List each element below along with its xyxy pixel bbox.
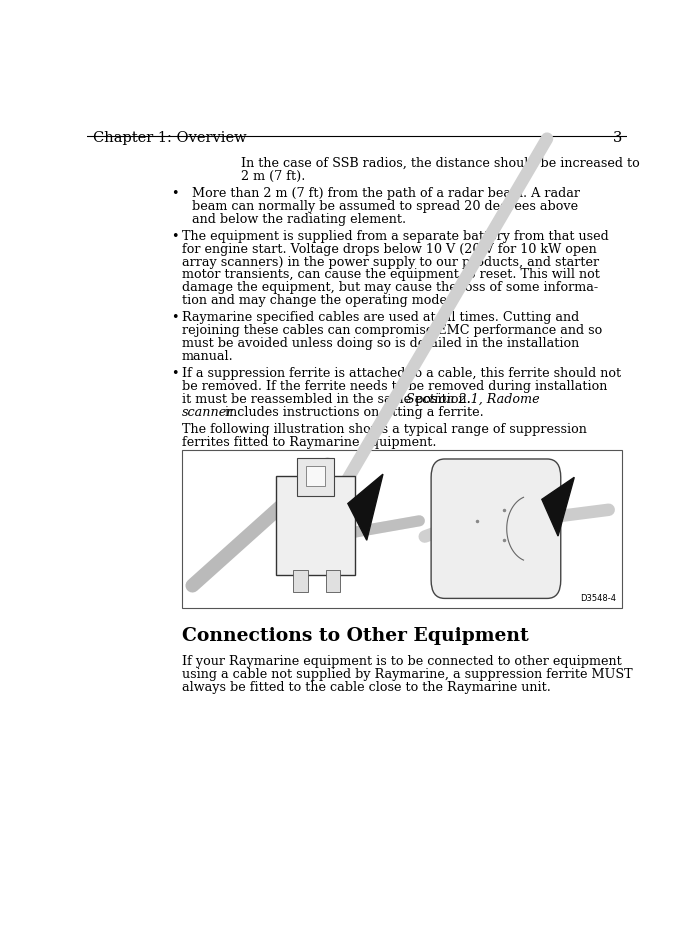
Polygon shape bbox=[348, 475, 383, 541]
Text: More than 2 m (7 ft) from the path of a radar beam. A radar: More than 2 m (7 ft) from the path of a … bbox=[192, 187, 581, 200]
Text: •: • bbox=[171, 187, 178, 200]
Text: If your Raymarine equipment is to be connected to other equipment: If your Raymarine equipment is to be con… bbox=[182, 654, 622, 667]
Text: ferrites fitted to Raymarine equipment.: ferrites fitted to Raymarine equipment. bbox=[182, 435, 436, 448]
Text: The following illustration shows a typical range of suppression: The following illustration shows a typic… bbox=[182, 423, 587, 435]
Polygon shape bbox=[542, 478, 574, 537]
Text: D3548-4: D3548-4 bbox=[581, 593, 617, 602]
FancyBboxPatch shape bbox=[325, 570, 340, 593]
Text: beam can normally be assumed to spread 20 degrees above: beam can normally be assumed to spread 2… bbox=[192, 200, 579, 212]
FancyBboxPatch shape bbox=[182, 450, 622, 608]
FancyBboxPatch shape bbox=[306, 466, 325, 486]
Text: 2 m (7 ft).: 2 m (7 ft). bbox=[241, 169, 305, 183]
Text: •: • bbox=[171, 311, 178, 324]
Text: and below the radiating element.: and below the radiating element. bbox=[192, 212, 406, 226]
Text: damage the equipment, but may cause the loss of some informa-: damage the equipment, but may cause the … bbox=[182, 281, 598, 294]
Text: using a cable not supplied by Raymarine, a suppression ferrite MUST: using a cable not supplied by Raymarine,… bbox=[182, 667, 632, 681]
Text: Raymarine specified cables are used at all times. Cutting and: Raymarine specified cables are used at a… bbox=[182, 311, 579, 324]
Text: includes instructions on fitting a ferrite.: includes instructions on fitting a ferri… bbox=[221, 406, 484, 418]
FancyBboxPatch shape bbox=[431, 460, 561, 599]
Text: The equipment is supplied from a separate battery from that used: The equipment is supplied from a separat… bbox=[182, 229, 608, 243]
Text: Section 2.1, Radome: Section 2.1, Radome bbox=[406, 392, 539, 406]
Text: If a suppression ferrite is attached to a cable, this ferrite should not: If a suppression ferrite is attached to … bbox=[182, 367, 621, 380]
Text: always be fitted to the cable close to the Raymarine unit.: always be fitted to the cable close to t… bbox=[182, 680, 551, 693]
FancyBboxPatch shape bbox=[293, 570, 308, 593]
Text: scanner: scanner bbox=[182, 406, 233, 418]
Text: •: • bbox=[171, 229, 178, 243]
Text: Chapter 1: Overview: Chapter 1: Overview bbox=[93, 130, 246, 145]
Text: In the case of SSB radios, the distance should be increased to: In the case of SSB radios, the distance … bbox=[241, 157, 640, 169]
Text: array scanners) in the power supply to our products, and starter: array scanners) in the power supply to o… bbox=[182, 255, 599, 268]
Text: Connections to Other Equipment: Connections to Other Equipment bbox=[182, 626, 528, 645]
Text: motor transients, can cause the equipment to reset. This will not: motor transients, can cause the equipmen… bbox=[182, 268, 599, 281]
Text: must be avoided unless doing so is detailed in the installation: must be avoided unless doing so is detai… bbox=[182, 337, 579, 349]
FancyBboxPatch shape bbox=[276, 476, 355, 576]
Text: be removed. If the ferrite needs to be removed during installation: be removed. If the ferrite needs to be r… bbox=[182, 380, 607, 392]
Text: tion and may change the operating mode.: tion and may change the operating mode. bbox=[182, 294, 451, 307]
Text: rejoining these cables can compromise EMC performance and so: rejoining these cables can compromise EM… bbox=[182, 324, 602, 337]
Text: •: • bbox=[171, 367, 178, 380]
Text: manual.: manual. bbox=[182, 349, 233, 363]
Text: 3: 3 bbox=[613, 130, 622, 145]
Text: it must be reassembled in the same position.: it must be reassembled in the same posit… bbox=[182, 392, 475, 406]
FancyBboxPatch shape bbox=[296, 459, 334, 497]
Text: for engine start. Voltage drops below 10 V (20 V for 10 kW open: for engine start. Voltage drops below 10… bbox=[182, 243, 597, 255]
